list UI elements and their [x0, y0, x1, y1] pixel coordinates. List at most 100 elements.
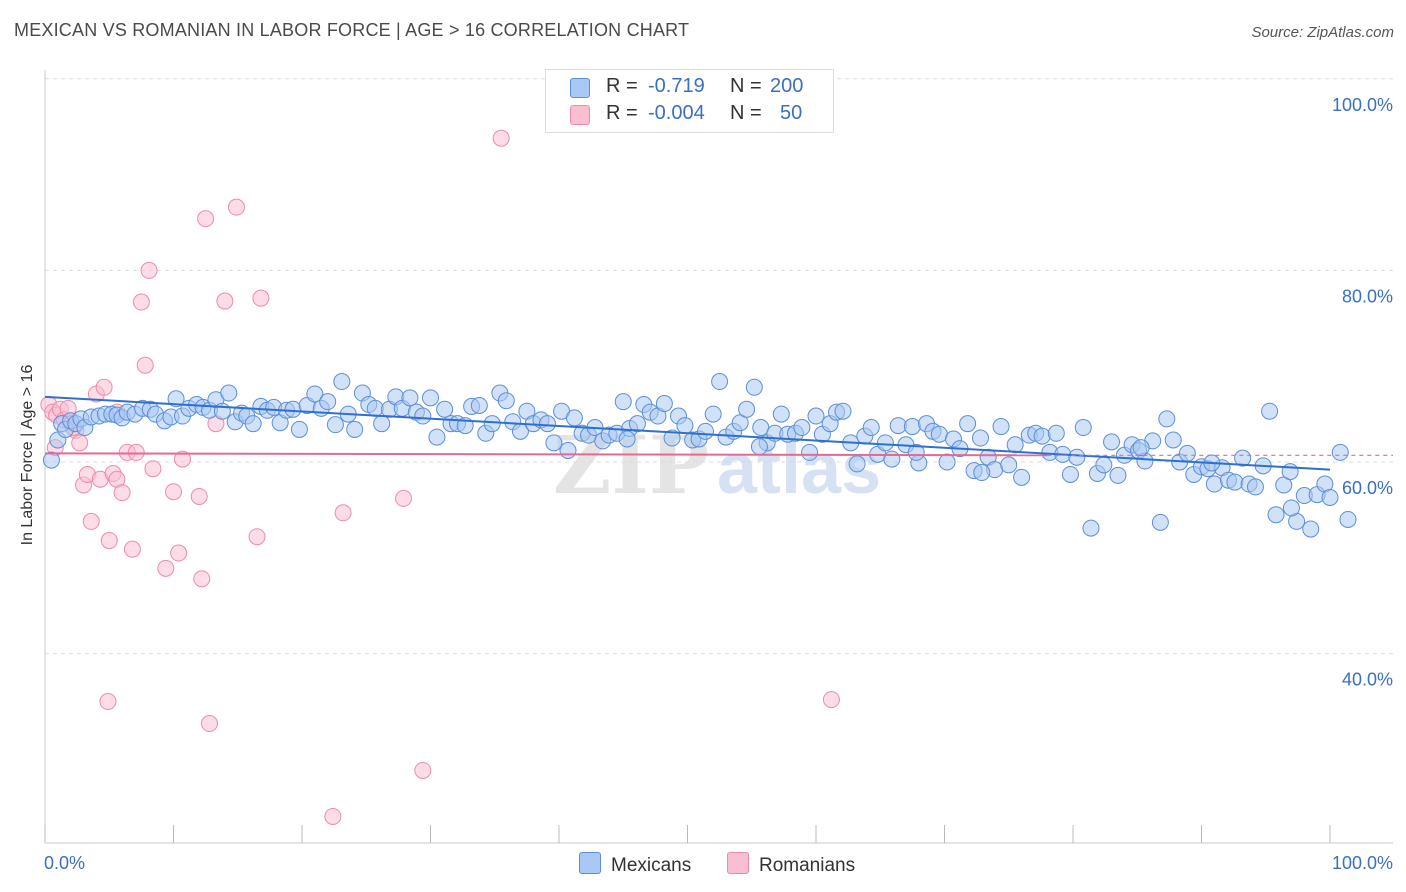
romanians-trend-line	[44, 452, 1048, 457]
romanians-point	[252, 289, 270, 307]
mexicans-point	[772, 405, 790, 423]
mexicans-point	[1074, 419, 1092, 437]
mexicans-point	[876, 434, 894, 452]
mexicans-point	[704, 405, 722, 423]
mexicans-point	[545, 434, 563, 452]
mexicans-point	[414, 407, 432, 425]
mexicans-swatch	[579, 852, 601, 874]
mexicans-point	[1302, 520, 1320, 538]
romanians-point	[190, 487, 208, 505]
mexicans-point	[1321, 488, 1339, 506]
romanians-point	[193, 570, 211, 588]
mexicans-point	[422, 389, 439, 407]
romanians-point	[165, 483, 182, 501]
mexicans-point	[538, 415, 556, 433]
romanians-point	[144, 460, 162, 478]
mexicans-point	[663, 429, 681, 447]
mexicans-point	[1095, 456, 1113, 474]
mexicans-point	[848, 455, 866, 473]
romanians-point	[324, 807, 342, 825]
mexicans-point	[971, 429, 989, 447]
mexicans-point	[366, 399, 384, 417]
mexicans-point	[290, 420, 308, 438]
mexicans-point	[903, 418, 921, 436]
romanians-swatch	[570, 105, 590, 125]
mexicans-point	[306, 385, 324, 403]
mexicans-point	[938, 453, 956, 471]
romanians-swatch	[727, 852, 749, 874]
romanians-point	[216, 292, 234, 310]
romanians-point	[100, 532, 118, 550]
mexicans-point	[1246, 478, 1264, 496]
y-tick-label: 60.0%	[1342, 478, 1393, 498]
mexicans-point	[346, 420, 364, 438]
mexicans-point	[618, 430, 636, 448]
mexicans-point	[959, 415, 977, 433]
mexicans-point	[1339, 510, 1357, 528]
romanians-point	[492, 129, 510, 147]
romanians-point	[197, 210, 215, 228]
romanians-point	[414, 761, 432, 779]
mexicans-point	[565, 409, 583, 427]
mexicans-point	[1068, 448, 1086, 466]
source-label[interactable]: Source: ZipAtlas.com	[1251, 24, 1394, 41]
mexicans-point	[483, 415, 501, 433]
mexicans-point	[676, 417, 694, 435]
legend-n-value: 50	[780, 102, 803, 124]
mexicans-point	[907, 443, 925, 461]
y-tick-label: 100.0%	[1332, 95, 1393, 115]
mexicans-point	[711, 373, 729, 391]
mexicans-point	[1151, 513, 1169, 531]
romanians-point	[822, 691, 840, 709]
romanians-point	[99, 693, 117, 710]
mexicans-point	[973, 464, 991, 482]
mexicans-point	[1103, 433, 1121, 451]
romanians-point	[140, 261, 158, 279]
mexicans-point	[752, 419, 770, 437]
mexicans-point	[497, 392, 515, 410]
mexicans-point	[745, 378, 763, 396]
gridlines	[45, 78, 1393, 655]
mexicans-point	[401, 389, 419, 407]
trend-lines	[44, 395, 1393, 471]
romanians-point	[157, 559, 175, 577]
mexicans-point	[1234, 449, 1252, 467]
mexicans-point	[1261, 402, 1279, 420]
legend-n-label: N =	[730, 102, 762, 124]
legend-item-romanians[interactable]: Romanians	[727, 852, 855, 877]
mexicans-point	[655, 395, 673, 413]
romanians-point	[173, 450, 191, 468]
mexicans-point	[220, 384, 238, 402]
mexicans-point	[284, 400, 302, 418]
mexicans-point	[1226, 473, 1244, 491]
mexicans-point	[1158, 410, 1176, 428]
legend-r-label: R =	[606, 75, 638, 97]
mexicans-point	[1282, 499, 1300, 517]
mexicans-point	[1164, 431, 1182, 449]
mexicans-point	[1109, 466, 1127, 484]
mexicans-point	[436, 400, 454, 418]
mexicans-point	[628, 415, 646, 433]
mexicans-point	[738, 400, 756, 418]
mexicans-point	[992, 418, 1010, 436]
romanians-point	[395, 489, 413, 507]
mexicans-point	[1331, 443, 1349, 461]
romanians-point	[82, 512, 100, 530]
legend-r-value: -0.004	[648, 102, 705, 124]
y-tick-label: 80.0%	[1342, 286, 1393, 306]
mexicans-point	[373, 415, 391, 433]
mexicans-point	[1082, 519, 1100, 537]
correlation-legend: R = -0.719 N = 200 R = -0.004 N = 50	[545, 69, 834, 133]
romanians-point	[170, 544, 188, 562]
romanians-point	[227, 198, 245, 216]
chart-title: MEXICAN VS ROMANIAN IN LABOR FORCE | AGE…	[14, 20, 690, 40]
romanians-point	[200, 715, 218, 733]
mexicans-point	[801, 443, 819, 461]
mexicans-point	[326, 416, 344, 434]
legend-r-value: -0.719	[648, 75, 705, 97]
romanians-point	[132, 293, 150, 311]
mexicans-point	[807, 407, 825, 425]
legend-item-mexicans[interactable]: Mexicans	[579, 852, 691, 877]
x-tick-labels: 0.0% 100.0%	[44, 853, 1393, 873]
mexicans-point	[1047, 424, 1065, 442]
